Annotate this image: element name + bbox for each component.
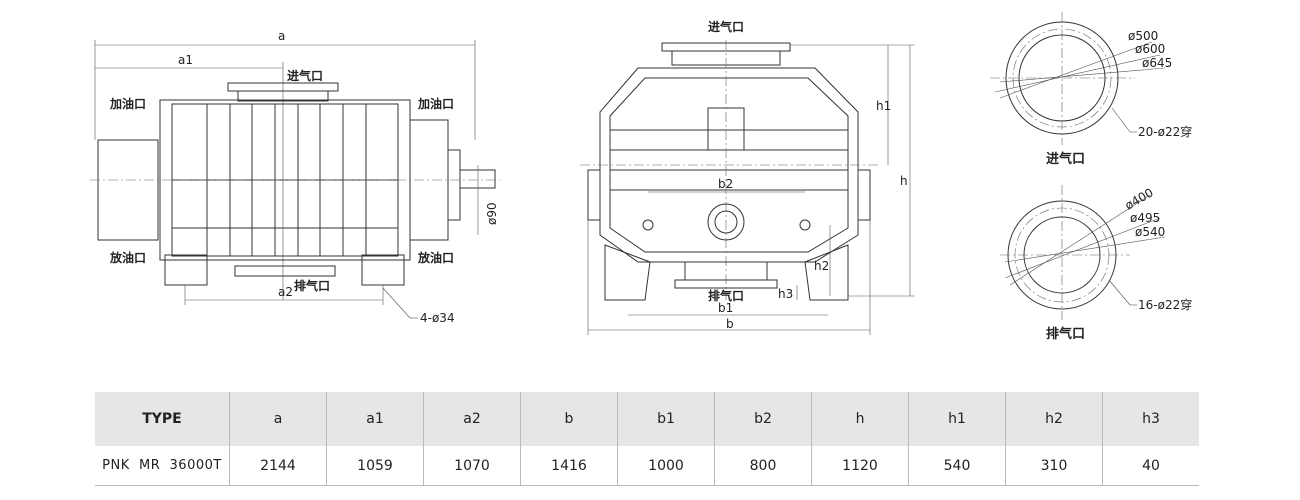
oil-fill-left-label: 加油口 [109, 96, 146, 111]
type-cell: PNK MR 36000T [95, 446, 230, 486]
inlet-d3: ø645 [1142, 56, 1172, 70]
outlet-d3: ø540 [1135, 225, 1165, 239]
header-cell: b [520, 392, 618, 446]
value-cell: 2144 [229, 446, 327, 486]
front-inlet-label: 进气口 [708, 19, 744, 34]
bolt-holes-label: 4-ø34 [420, 311, 455, 325]
oil-drain-left-label: 放油口 [109, 250, 146, 265]
value-cell: 1059 [326, 446, 424, 486]
outlet-flange-title: 排气口 [1046, 326, 1085, 342]
front-view: 进气口 排气口 b2 b1 b h h1 h2 h3 [580, 19, 915, 335]
header-cell: h1 [908, 392, 1006, 446]
table-row: PNK MR 36000T 2144 1059 1070 1416 1000 8… [95, 446, 1199, 486]
value-cell: 40 [1102, 446, 1199, 486]
shaft-diameter-label: ø90 [485, 202, 499, 225]
dim-h-label: h [900, 174, 908, 188]
header-cell: b1 [617, 392, 715, 446]
dim-h3-label: h3 [778, 287, 793, 301]
dim-b1-label: b1 [718, 301, 733, 315]
value-cell: 1120 [811, 446, 909, 486]
header-cell: h2 [1005, 392, 1103, 446]
oil-drain-right-label: 放油口 [417, 250, 454, 265]
value-cell: 540 [908, 446, 1006, 486]
side-outlet-label: 排气口 [294, 278, 330, 293]
oil-fill-right-label: 加油口 [417, 96, 454, 111]
inlet-flange-title: 进气口 [1046, 151, 1085, 167]
header-cell: h3 [1102, 392, 1199, 446]
outlet-d1: ø400 [1123, 185, 1156, 212]
inlet-flange: ø500 ø600 ø645 20-ø22穿 进气口 [990, 12, 1192, 167]
dim-a1-label: a1 [178, 53, 193, 67]
dim-b-label: b [726, 317, 734, 331]
dim-b2-label: b2 [718, 177, 733, 191]
header-cell: a1 [326, 392, 424, 446]
dim-a2-label: a2 [278, 285, 293, 299]
outlet-d2: ø495 [1130, 211, 1160, 225]
inlet-d2: ø600 [1135, 42, 1165, 56]
table-header-row: TYPE a a1 a2 b b1 b2 h h1 h2 h3 [95, 392, 1199, 446]
header-cell: a [229, 392, 327, 446]
header-cell: h [811, 392, 909, 446]
value-cell: 1070 [423, 446, 521, 486]
value-cell: 1000 [617, 446, 715, 486]
technical-drawing: a a1 进气口 a2 排气口 4-ø34 [90, 12, 1192, 342]
outlet-holes: 16-ø22穿 [1138, 297, 1192, 312]
header-cell: a2 [423, 392, 521, 446]
side-view: a a1 进气口 a2 排气口 4-ø34 [90, 29, 500, 325]
outlet-flange: ø400 ø495 ø540 16-ø22穿 排气口 [1000, 185, 1192, 342]
inlet-d1: ø500 [1128, 29, 1158, 43]
header-cell: b2 [714, 392, 812, 446]
side-inlet-label: 进气口 [287, 68, 323, 83]
inlet-holes: 20-ø22穿 [1138, 124, 1192, 139]
dim-h1-label: h1 [876, 99, 891, 113]
value-cell: 310 [1005, 446, 1103, 486]
value-cell: 800 [714, 446, 812, 486]
value-cell: 1416 [520, 446, 618, 486]
header-cell: TYPE [95, 392, 230, 446]
dim-a-label: a [278, 29, 285, 43]
front-outlet-label: 排气口 [708, 288, 744, 303]
dim-h2-label: h2 [814, 259, 829, 273]
dimension-table: TYPE a a1 a2 b b1 b2 h h1 h2 h3 PNK MR 3… [95, 392, 1199, 486]
